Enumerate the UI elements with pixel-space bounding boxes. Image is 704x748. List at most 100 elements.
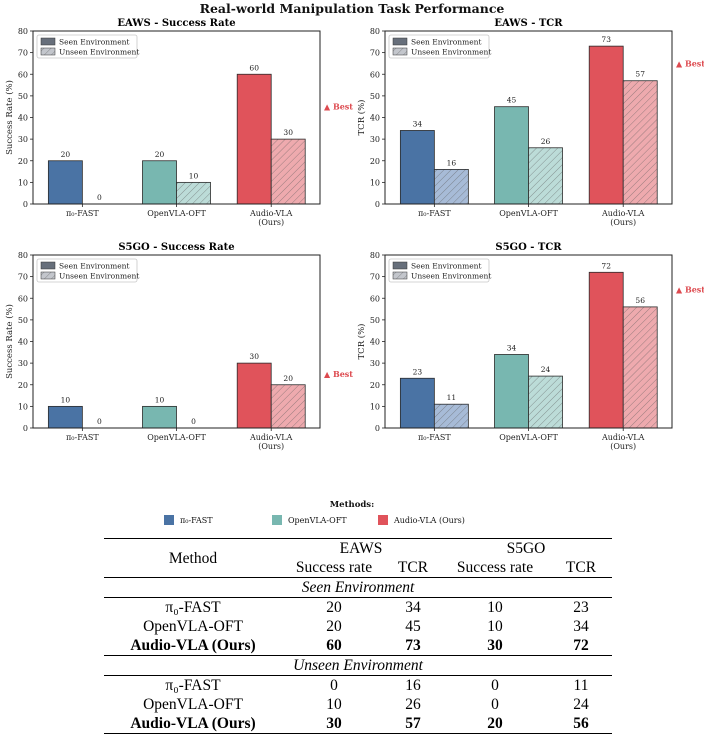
y-tick-label: 10 [18,178,28,187]
bar-value-label: 26 [541,137,551,146]
eaws-tcr-cell: 26 [405,696,421,713]
table-row: OpenVLA-OFT 20 45 10 34 [104,617,612,636]
legend-label-unseen: Unseen Environment [411,272,491,281]
eaws-tcr-cell: 57 [405,715,421,732]
y-tick-label: 20 [18,381,28,390]
y-tick-label: 30 [18,359,28,368]
chart-s5go-tcr: S5GO - TCR 0 10 20 30 40 50 60 70 80 TCR (%) 23 11 π₀… [356,242,704,451]
y-tick-label: 0 [23,200,28,209]
bar-value-label: 34 [413,119,423,128]
x-tick-label: (Ours) [610,218,636,227]
seen-bar [236,73,272,205]
seen-bar [588,45,624,205]
seen-bar [399,130,435,205]
seen-bar [236,362,272,429]
seen-bar [142,405,177,429]
y-axis-label: TCR (%) [356,100,367,136]
legend-swatch-unseen [40,271,56,280]
y-tick-label: 30 [18,135,28,144]
seen-bar [588,271,624,429]
y-tick-label: 80 [18,251,28,260]
bar-value-label: 45 [507,96,517,105]
legend-swatch-unseen [40,47,56,56]
y-tick-label: 70 [18,273,28,282]
s5go-group-header: S5GO [506,540,546,557]
s5go-tcr-cell: 11 [573,677,589,694]
y-tick-label: 80 [18,27,28,36]
legend-label-seen: Seen Environment [411,262,482,271]
bar-value-label: 10 [189,171,199,180]
legend-box [36,34,138,59]
eaws-tcr-cell: 16 [405,677,421,694]
unseen-bar [433,168,469,205]
method-cell: Audio-VLA (Ours) [130,637,256,654]
method-cell: OpenVLA-OFT [143,618,243,635]
bar-value-label: 56 [635,296,645,305]
y-tick-label: 40 [370,338,380,347]
best-marker: ▲ Best [676,285,704,295]
s5go-sr-cell: 0 [491,696,499,713]
method-cell: OpenVLA-OFT [143,696,243,713]
x-tick-label: Audio-VLA [249,209,293,218]
bar-value-label: 72 [601,261,611,270]
methods-legend-item-audio-vla: Audio-VLA (Ours) [378,515,465,525]
s5go-sr-cell: 0 [491,677,499,694]
s5go-tcr-header: TCR [565,559,597,576]
x-tick-label: (Ours) [610,442,636,451]
legend-box [388,258,490,283]
legend-swatch-unseen [392,271,408,280]
legend-label-unseen: Unseen Environment [59,272,139,281]
y-tick-label: 40 [370,114,380,123]
best-marker: ▲ Best [324,102,353,112]
x-tick-label: OpenVLA-OFT [147,433,206,442]
table-row: OpenVLA-OFT 10 26 0 24 [104,695,612,714]
s5go-success-rate-header: Success rate [456,559,534,576]
bar-value-label: 34 [507,343,517,352]
legend-swatch-seen [392,261,408,270]
eaws-sr-cell: 30 [326,715,342,732]
y-tick-label: 60 [370,70,380,79]
eaws-tcr-header: TCR [397,559,429,576]
y-tick-label: 40 [18,114,28,123]
seen-bar [142,160,177,205]
table-row: Audio-VLA (Ours) 30 57 20 56 [104,714,612,734]
bar-value-label: 20 [61,150,71,159]
y-tick-label: 70 [18,49,28,58]
y-tick-label: 10 [370,402,380,411]
eaws-tcr-cell: 73 [405,637,421,654]
y-tick-label: 50 [18,316,28,325]
x-tick-label: π₀-FAST [66,433,99,442]
table-row: π₀-FAST 0 16 0 11 [104,675,612,696]
section-row-seen: Seen Environment [104,577,612,598]
y-tick-label: 40 [18,338,28,347]
legend-label-unseen: Unseen Environment [59,48,139,57]
y-tick-label: 70 [370,49,380,58]
methods-legend: Methods: π₀-FAST OpenVLA-OFT Audio-VLA (… [0,500,704,525]
s5go-sr-cell: 10 [487,618,503,635]
methods-legend-item-pi0: π₀-FAST [164,515,213,525]
bar-value-label: 24 [541,365,551,374]
unseen-bar [528,375,563,429]
x-tick-label: Audio-VLA [601,433,645,442]
y-tick-label: 70 [370,273,380,282]
s5go-tcr-cell: 23 [573,599,589,616]
bar-value-label: 10 [61,395,71,404]
seen-bar [47,405,83,429]
pi0-swatch [164,515,174,525]
table-subheader-row: Success rate TCR Success rate TCR [104,558,612,578]
x-tick-label: Audio-VLA [601,209,645,218]
y-axis-label: TCR (%) [356,324,367,360]
y-tick-label: 60 [18,294,28,303]
eaws-sr-cell: 20 [326,618,342,635]
bar-value-label: 0 [97,193,102,202]
legend-box [36,258,138,283]
methods-legend-label: OpenVLA-OFT [288,515,347,525]
bar-value-label: 30 [283,128,293,137]
legend-label-seen: Seen Environment [411,38,482,47]
bar-value-label: 0 [191,417,196,426]
y-tick-label: 10 [370,178,380,187]
eaws-tcr-cell: 45 [405,618,421,635]
bar-value-label: 20 [155,150,165,159]
chart-eaws-success-rate: EAWS - Success Rate 0 10 20 30 40 50 60 70 80 Succ… [4,18,353,227]
